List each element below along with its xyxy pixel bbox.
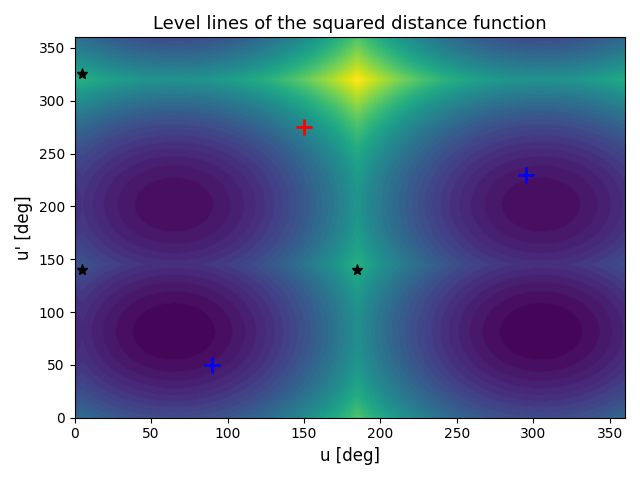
X-axis label: u [deg]: u [deg] <box>320 447 380 465</box>
Y-axis label: u' [deg]: u' [deg] <box>15 195 33 260</box>
Title: Level lines of the squared distance function: Level lines of the squared distance func… <box>153 15 547 33</box>
